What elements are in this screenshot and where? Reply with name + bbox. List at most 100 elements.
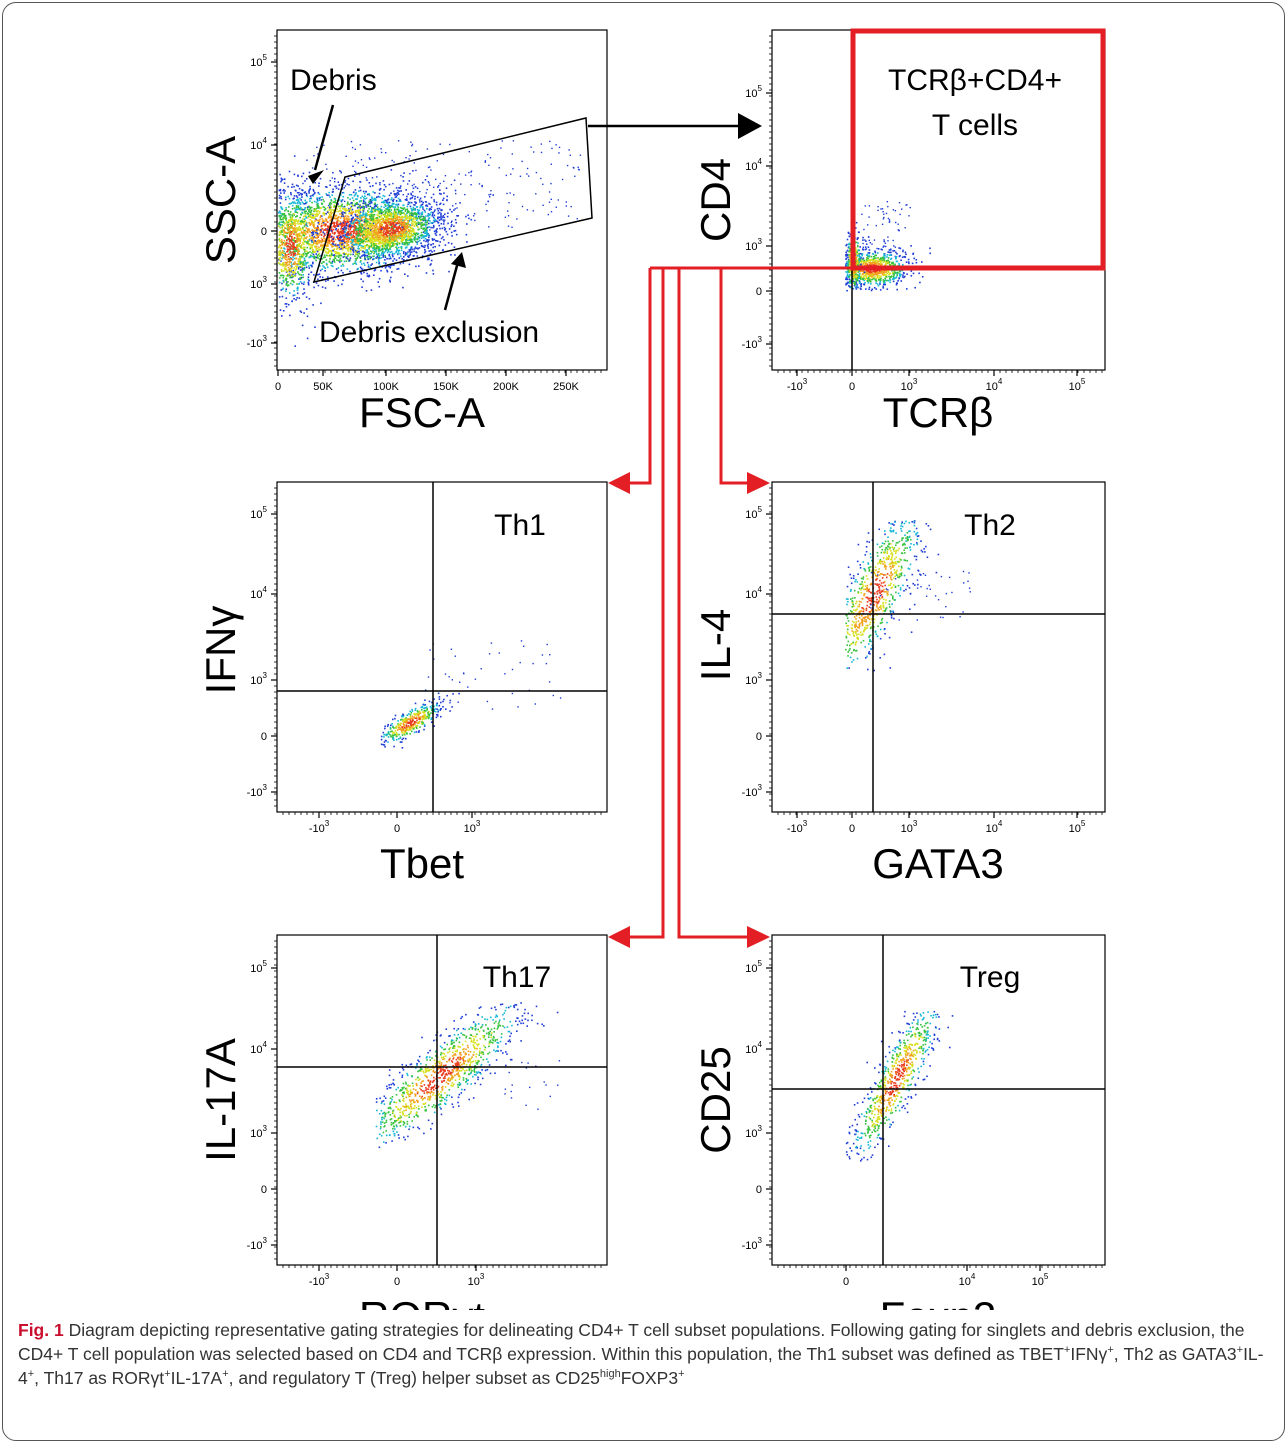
event-dot <box>355 243 357 246</box>
event-dot <box>359 235 361 237</box>
event-dot <box>421 234 424 236</box>
event-dot <box>312 216 314 219</box>
event-dot <box>400 212 403 214</box>
event-dot <box>345 218 347 220</box>
event-dot <box>414 208 416 211</box>
event-dot <box>353 232 355 235</box>
event-dot <box>350 218 353 220</box>
event-dot <box>306 337 309 340</box>
event-dot <box>883 253 886 255</box>
event-dot <box>286 270 289 273</box>
event-dot <box>367 226 369 229</box>
event-dot <box>406 212 408 215</box>
event-dot <box>285 279 287 281</box>
event-dot <box>357 237 360 240</box>
event-dot <box>431 238 434 240</box>
event-dot <box>320 228 323 230</box>
event-dot <box>373 252 375 255</box>
event-dot <box>429 166 431 168</box>
event-dot <box>422 181 424 184</box>
event-dot <box>410 232 412 235</box>
event-dot <box>507 215 510 217</box>
event-dot <box>412 234 414 236</box>
event-dot <box>317 284 320 287</box>
event-dot <box>365 290 368 292</box>
event-dot <box>446 199 448 201</box>
event-dot <box>413 248 416 250</box>
event-dot <box>304 212 306 215</box>
event-dot <box>406 217 408 219</box>
event-dot <box>427 241 429 243</box>
event-dot <box>348 218 351 220</box>
event-dot <box>294 209 297 212</box>
event-dot <box>398 221 401 223</box>
event-dot <box>381 232 384 234</box>
event-dot <box>341 224 344 226</box>
event-dot <box>281 221 284 224</box>
event-dot <box>369 210 372 213</box>
event-dot <box>308 239 311 241</box>
event-dot <box>443 239 445 241</box>
event-dot <box>875 277 878 280</box>
event-dot <box>510 173 512 175</box>
event-dot <box>362 190 365 193</box>
event-dot <box>548 201 551 203</box>
event-dot <box>426 229 428 232</box>
event-dot <box>386 251 389 254</box>
event-dot <box>399 253 401 255</box>
event-dot <box>435 201 438 204</box>
event-dot <box>286 259 288 261</box>
event-dot <box>371 238 373 240</box>
event-dot <box>343 260 346 263</box>
event-dot <box>291 214 293 216</box>
event-dot <box>357 267 359 270</box>
event-dot <box>860 288 862 290</box>
event-dot <box>302 252 305 255</box>
event-dot <box>521 160 523 163</box>
event-dot <box>412 195 414 197</box>
event-dot <box>294 231 296 234</box>
event-dot <box>412 235 414 237</box>
event-dot <box>376 238 378 240</box>
event-dot <box>443 180 445 182</box>
event-dot <box>373 225 375 227</box>
event-dot <box>279 274 282 277</box>
event-dot <box>317 213 320 216</box>
event-dot <box>349 220 351 223</box>
event-dot <box>369 245 371 248</box>
event-dot <box>401 243 404 245</box>
event-dot <box>429 229 431 231</box>
event-dot <box>389 265 392 267</box>
event-dot <box>295 206 298 209</box>
event-dot <box>459 202 461 204</box>
event-dot <box>550 198 552 200</box>
event-dot <box>380 232 382 235</box>
event-dot <box>433 186 435 188</box>
event-dot <box>297 185 299 187</box>
event-dot <box>396 221 399 224</box>
event-dot <box>307 242 309 245</box>
event-dot <box>333 240 335 243</box>
event-dot <box>363 264 366 266</box>
event-dot <box>311 247 313 249</box>
event-dot <box>332 245 335 248</box>
event-dot <box>352 253 354 256</box>
event-dot <box>424 235 426 238</box>
event-dot <box>372 216 374 219</box>
event-dot <box>332 265 334 268</box>
event-dot <box>310 264 313 267</box>
event-dot <box>460 183 462 185</box>
event-dot <box>352 234 355 237</box>
event-dot <box>360 197 362 199</box>
event-dot <box>413 204 415 206</box>
event-dot <box>390 198 392 201</box>
event-dot <box>367 214 370 216</box>
event-dot <box>420 227 422 230</box>
event-dot <box>310 221 313 224</box>
event-dot <box>343 224 346 226</box>
event-dot <box>314 231 317 234</box>
event-dot <box>289 314 291 317</box>
event-dot <box>306 212 309 214</box>
event-dot <box>341 192 344 194</box>
event-dot <box>284 258 287 261</box>
